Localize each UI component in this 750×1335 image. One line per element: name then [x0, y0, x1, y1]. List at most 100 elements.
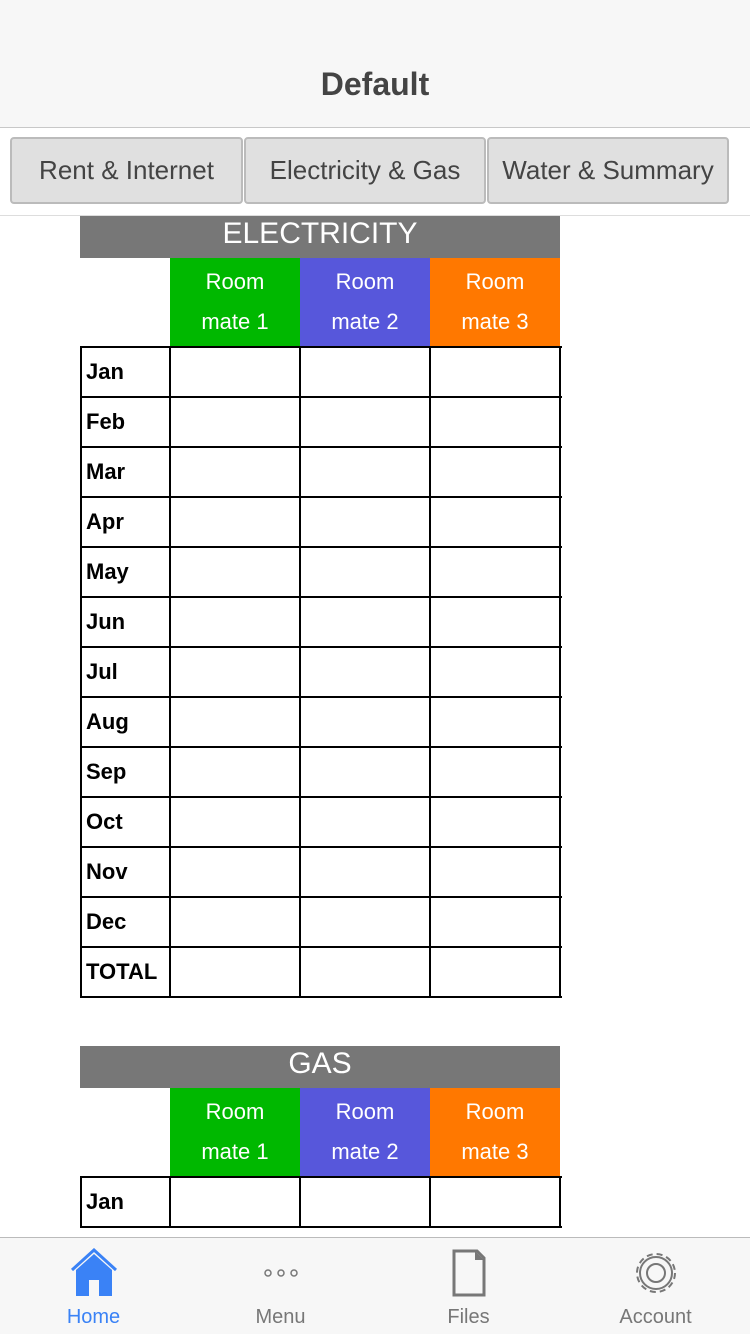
amount-cell[interactable]: [431, 698, 561, 746]
table-row: May: [82, 548, 562, 598]
table-row: Nov: [82, 848, 562, 898]
amount-cell[interactable]: [171, 698, 301, 746]
table-row: TOTAL: [82, 948, 562, 998]
amount-cell[interactable]: [171, 898, 301, 946]
table-row: Jun: [82, 598, 562, 648]
electricity-table: ELECTRICITY Room mate 1 Room mate 2 Room mate …: [80, 216, 562, 998]
column-header-roommate-3: Room mate 3: [430, 258, 560, 346]
table-row: Mar: [82, 448, 562, 498]
column-header-roommate-1: Room mate 1: [170, 1088, 300, 1176]
amount-cell[interactable]: [301, 398, 431, 446]
table-title: ELECTRICITY: [80, 216, 560, 258]
gear-icon: [635, 1253, 676, 1293]
row-label: Jul: [82, 648, 171, 696]
tab-bar: Home Menu Files Account: [0, 1237, 750, 1334]
tab-rent-internet[interactable]: Rent & Internet: [10, 137, 243, 204]
amount-cell[interactable]: [431, 348, 561, 396]
amount-cell[interactable]: [171, 748, 301, 796]
amount-cell[interactable]: [431, 848, 561, 896]
tab-electricity-gas[interactable]: Electricity & Gas: [244, 137, 486, 204]
amount-cell[interactable]: [431, 748, 561, 796]
amount-cell[interactable]: [431, 598, 561, 646]
header-line: Room: [465, 269, 525, 294]
data-grid: Jan: [80, 1176, 562, 1228]
amount-cell[interactable]: [301, 1178, 431, 1226]
amount-cell[interactable]: [301, 648, 431, 696]
header-line: mate 1: [201, 309, 269, 334]
amount-cell[interactable]: [301, 548, 431, 596]
header-line: Room: [465, 1099, 525, 1124]
header-line: Room: [335, 1099, 395, 1124]
amount-cell[interactable]: [431, 898, 561, 946]
header-line: mate 2: [331, 1139, 399, 1164]
amount-cell[interactable]: [301, 748, 431, 796]
amount-cell[interactable]: [171, 1178, 301, 1226]
amount-cell[interactable]: [301, 798, 431, 846]
row-label: Apr: [82, 498, 171, 546]
amount-cell[interactable]: [301, 598, 431, 646]
amount-cell[interactable]: [431, 498, 561, 546]
nav-header: Default: [0, 0, 750, 128]
amount-cell[interactable]: [301, 848, 431, 896]
amount-cell[interactable]: [301, 948, 431, 996]
tab-menu[interactable]: Menu: [187, 1238, 374, 1335]
amount-cell[interactable]: [171, 348, 301, 396]
amount-cell[interactable]: [301, 698, 431, 746]
header-line: mate 3: [461, 309, 529, 334]
amount-cell[interactable]: [301, 348, 431, 396]
amount-cell[interactable]: [301, 448, 431, 496]
tab-files-label: Files: [447, 1306, 490, 1328]
column-headers: Room mate 1 Room mate 2 Room mate 3: [170, 258, 562, 346]
table-title: GAS: [80, 1046, 560, 1088]
data-grid: Jan Feb Mar Apr May Jun Jul Aug Sep Oct Nov Dec TOTA…: [80, 346, 562, 998]
more-icon: [263, 1269, 298, 1277]
column-header-roommate-2: Room mate 2: [300, 1088, 430, 1176]
amount-cell[interactable]: [171, 398, 301, 446]
page-title: Default: [320, 66, 430, 102]
amount-cell[interactable]: [171, 598, 301, 646]
table-row: Jan: [82, 348, 562, 398]
amount-cell[interactable]: [301, 898, 431, 946]
amount-cell[interactable]: [171, 648, 301, 696]
amount-cell[interactable]: [431, 648, 561, 696]
tab-menu-label: Menu: [255, 1306, 306, 1328]
tab-water-summary[interactable]: Water & Summary: [487, 137, 729, 204]
amount-cell[interactable]: [431, 398, 561, 446]
row-label: Sep: [82, 748, 171, 796]
row-label: Jan: [82, 1178, 171, 1226]
amount-cell[interactable]: [171, 848, 301, 896]
file-icon: [452, 1249, 485, 1297]
table-row: Feb: [82, 398, 562, 448]
tab-account-label: Account: [619, 1306, 692, 1328]
column-header-roommate-2: Room mate 2: [300, 258, 430, 346]
row-label: Nov: [82, 848, 171, 896]
amount-cell[interactable]: [431, 1178, 561, 1226]
tab-home[interactable]: Home: [0, 1238, 187, 1335]
tab-files[interactable]: Files: [375, 1238, 562, 1335]
table-row: Dec: [82, 898, 562, 948]
amount-cell[interactable]: [431, 948, 561, 996]
row-label: Jan: [82, 348, 171, 396]
row-label: Jun: [82, 598, 171, 646]
header-line: mate 3: [461, 1139, 529, 1164]
row-label: Feb: [82, 398, 171, 446]
amount-cell[interactable]: [431, 448, 561, 496]
amount-cell[interactable]: [171, 798, 301, 846]
row-label: May: [82, 548, 171, 596]
amount-cell[interactable]: [171, 948, 301, 996]
row-label: Oct: [82, 798, 171, 846]
amount-cell[interactable]: [431, 548, 561, 596]
amount-cell[interactable]: [171, 548, 301, 596]
scroll-content[interactable]: ELECTRICITY Room mate 1 Room mate 2 Room mate …: [0, 216, 750, 1237]
tab-account[interactable]: Account: [562, 1238, 749, 1335]
amount-cell[interactable]: [431, 798, 561, 846]
header-line: mate 1: [201, 1139, 269, 1164]
amount-cell[interactable]: [301, 498, 431, 546]
header-line: Room: [335, 269, 395, 294]
table-row: Aug: [82, 698, 562, 748]
home-icon: [70, 1248, 117, 1296]
amount-cell[interactable]: [171, 448, 301, 496]
amount-cell[interactable]: [171, 498, 301, 546]
gas-table: GAS Room mate 1 Room mate 2 Room mate 3 Jan: [80, 1046, 562, 1228]
table-row: Jul: [82, 648, 562, 698]
